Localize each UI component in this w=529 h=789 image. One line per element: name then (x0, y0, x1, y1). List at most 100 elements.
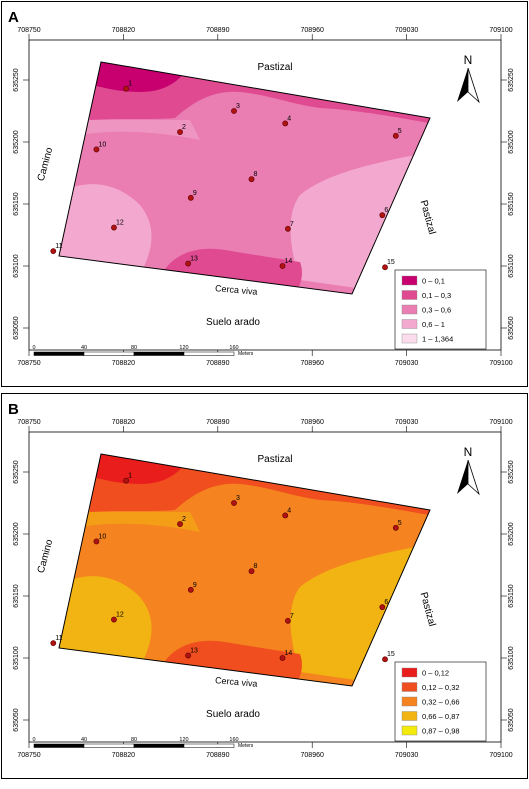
sample-point-label: 1 (128, 473, 132, 480)
sample-point-label: 2 (182, 516, 186, 523)
sample-point (248, 568, 255, 575)
x-tick-label-top: 708890 (206, 419, 229, 426)
sample-point-label: 2 (182, 124, 186, 131)
sample-point (392, 524, 399, 531)
legend-swatch (401, 290, 418, 300)
sample-point-label: 8 (254, 171, 258, 178)
label-field: Suelo arado (206, 709, 260, 720)
y-tick-label-left: 635200 (13, 130, 20, 153)
legend-label: 0,32 – 0,66 (422, 698, 460, 707)
legend-label: 0 – 0,12 (422, 669, 449, 678)
north-arrow-icon: N (457, 53, 480, 104)
sample-point (187, 194, 194, 201)
label-top: Pastizal (257, 454, 292, 465)
legend-swatch (401, 319, 418, 329)
x-tick-label-top: 708960 (301, 419, 324, 426)
y-tick-label-right: 635150 (508, 584, 515, 607)
scale-tick-label: 0 (32, 737, 35, 743)
sample-point (285, 225, 291, 232)
scale-segment (33, 351, 85, 356)
sample-point (282, 512, 289, 519)
x-tick-label-bottom: 709100 (489, 360, 512, 367)
scale-unit: Meters (238, 351, 254, 357)
x-tick-label-top: 709030 (395, 27, 418, 34)
legend-swatch (401, 711, 418, 721)
scale-segment (83, 743, 135, 748)
north-arrow-right (467, 67, 480, 104)
sample-point (379, 212, 386, 219)
y-tick-label-right: 635250 (508, 68, 515, 91)
sample-point-label: 5 (398, 520, 402, 527)
map-panel-a: A708750708750708820708820708890708890708… (1, 1, 528, 387)
sample-point (285, 617, 291, 624)
scale-tick-label: 40 (81, 737, 87, 743)
zone-class-4-north-band (59, 120, 200, 140)
panel-letter: B (8, 401, 19, 418)
sample-point-label: 11 (55, 243, 62, 250)
y-tick-label-left: 635100 (13, 254, 20, 277)
scale-segment (133, 743, 185, 748)
sample-point (177, 129, 183, 135)
x-tick-label-top: 709100 (489, 419, 512, 426)
x-tick-label-top: 708820 (112, 419, 135, 426)
y-tick-label-right: 635050 (508, 316, 515, 339)
x-tick-label-top: 708820 (112, 27, 135, 34)
y-tick-label-right: 635100 (508, 254, 515, 277)
north-label: N (464, 53, 473, 67)
legend-label: 0,12 – 0,32 (422, 683, 460, 692)
sample-point-label: 4 (287, 507, 291, 514)
scale-segment (83, 351, 135, 356)
sample-point (392, 132, 399, 139)
x-tick-label-bottom: 708960 (301, 752, 324, 759)
x-tick-label-bottom: 709030 (395, 752, 418, 759)
x-tick-label-bottom: 708890 (206, 360, 229, 367)
sample-point-label: 3 (236, 103, 240, 110)
x-tick-label-bottom: 709030 (395, 360, 418, 367)
scale-segment (133, 351, 185, 356)
sample-point-label: 14 (285, 258, 293, 265)
legend-swatch (401, 682, 418, 692)
y-tick-label-left: 635250 (13, 68, 20, 91)
sample-point (379, 604, 386, 611)
x-tick-label-bottom: 708890 (206, 752, 229, 759)
legend-swatch (401, 275, 418, 286)
sample-point-label: 6 (384, 207, 388, 214)
zone-class-4-west (59, 184, 152, 275)
y-tick-label-left: 635200 (13, 522, 20, 545)
sample-point-label: 12 (116, 220, 124, 227)
legend-label: 0,1 – 0,3 (422, 291, 451, 300)
y-tick-label-right: 635200 (508, 522, 515, 545)
map-frame (28, 39, 502, 351)
label-fence: Cerca viva (215, 283, 258, 297)
x-tick-label-bottom: 709100 (489, 752, 512, 759)
sample-point (382, 264, 388, 271)
sample-point-label: 5 (398, 128, 402, 135)
label-field: Suelo arado (206, 317, 260, 328)
scale-tick-label: 120 (179, 345, 188, 351)
y-tick-label-left: 635100 (13, 646, 20, 669)
north-arrow-left (457, 460, 468, 494)
sample-point-label: 6 (384, 599, 388, 606)
legend-label: 0 – 0,1 (422, 277, 445, 286)
sample-point (111, 616, 117, 623)
sample-point-label: 10 (98, 533, 106, 540)
sample-point-label: 12 (116, 612, 124, 619)
scale-segment (183, 743, 235, 748)
sample-point (382, 656, 388, 663)
x-tick-label-bottom: 708750 (17, 752, 40, 759)
scale-tick-label: 120 (179, 737, 188, 743)
sample-point (185, 260, 192, 267)
legend-swatch (401, 667, 418, 678)
y-tick-label-right: 635200 (508, 130, 515, 153)
y-tick-label-left: 635150 (13, 192, 20, 215)
scale-tick-label: 80 (131, 737, 137, 743)
sample-point-label: 10 (98, 141, 106, 148)
x-tick-label-top: 708750 (17, 27, 40, 34)
sample-point (50, 640, 57, 647)
sample-point (279, 655, 286, 661)
legend: 0 – 0,1 0,1 – 0,3 0,3 – 0,6 0,6 – 1 1 – 1,36… (394, 269, 487, 350)
